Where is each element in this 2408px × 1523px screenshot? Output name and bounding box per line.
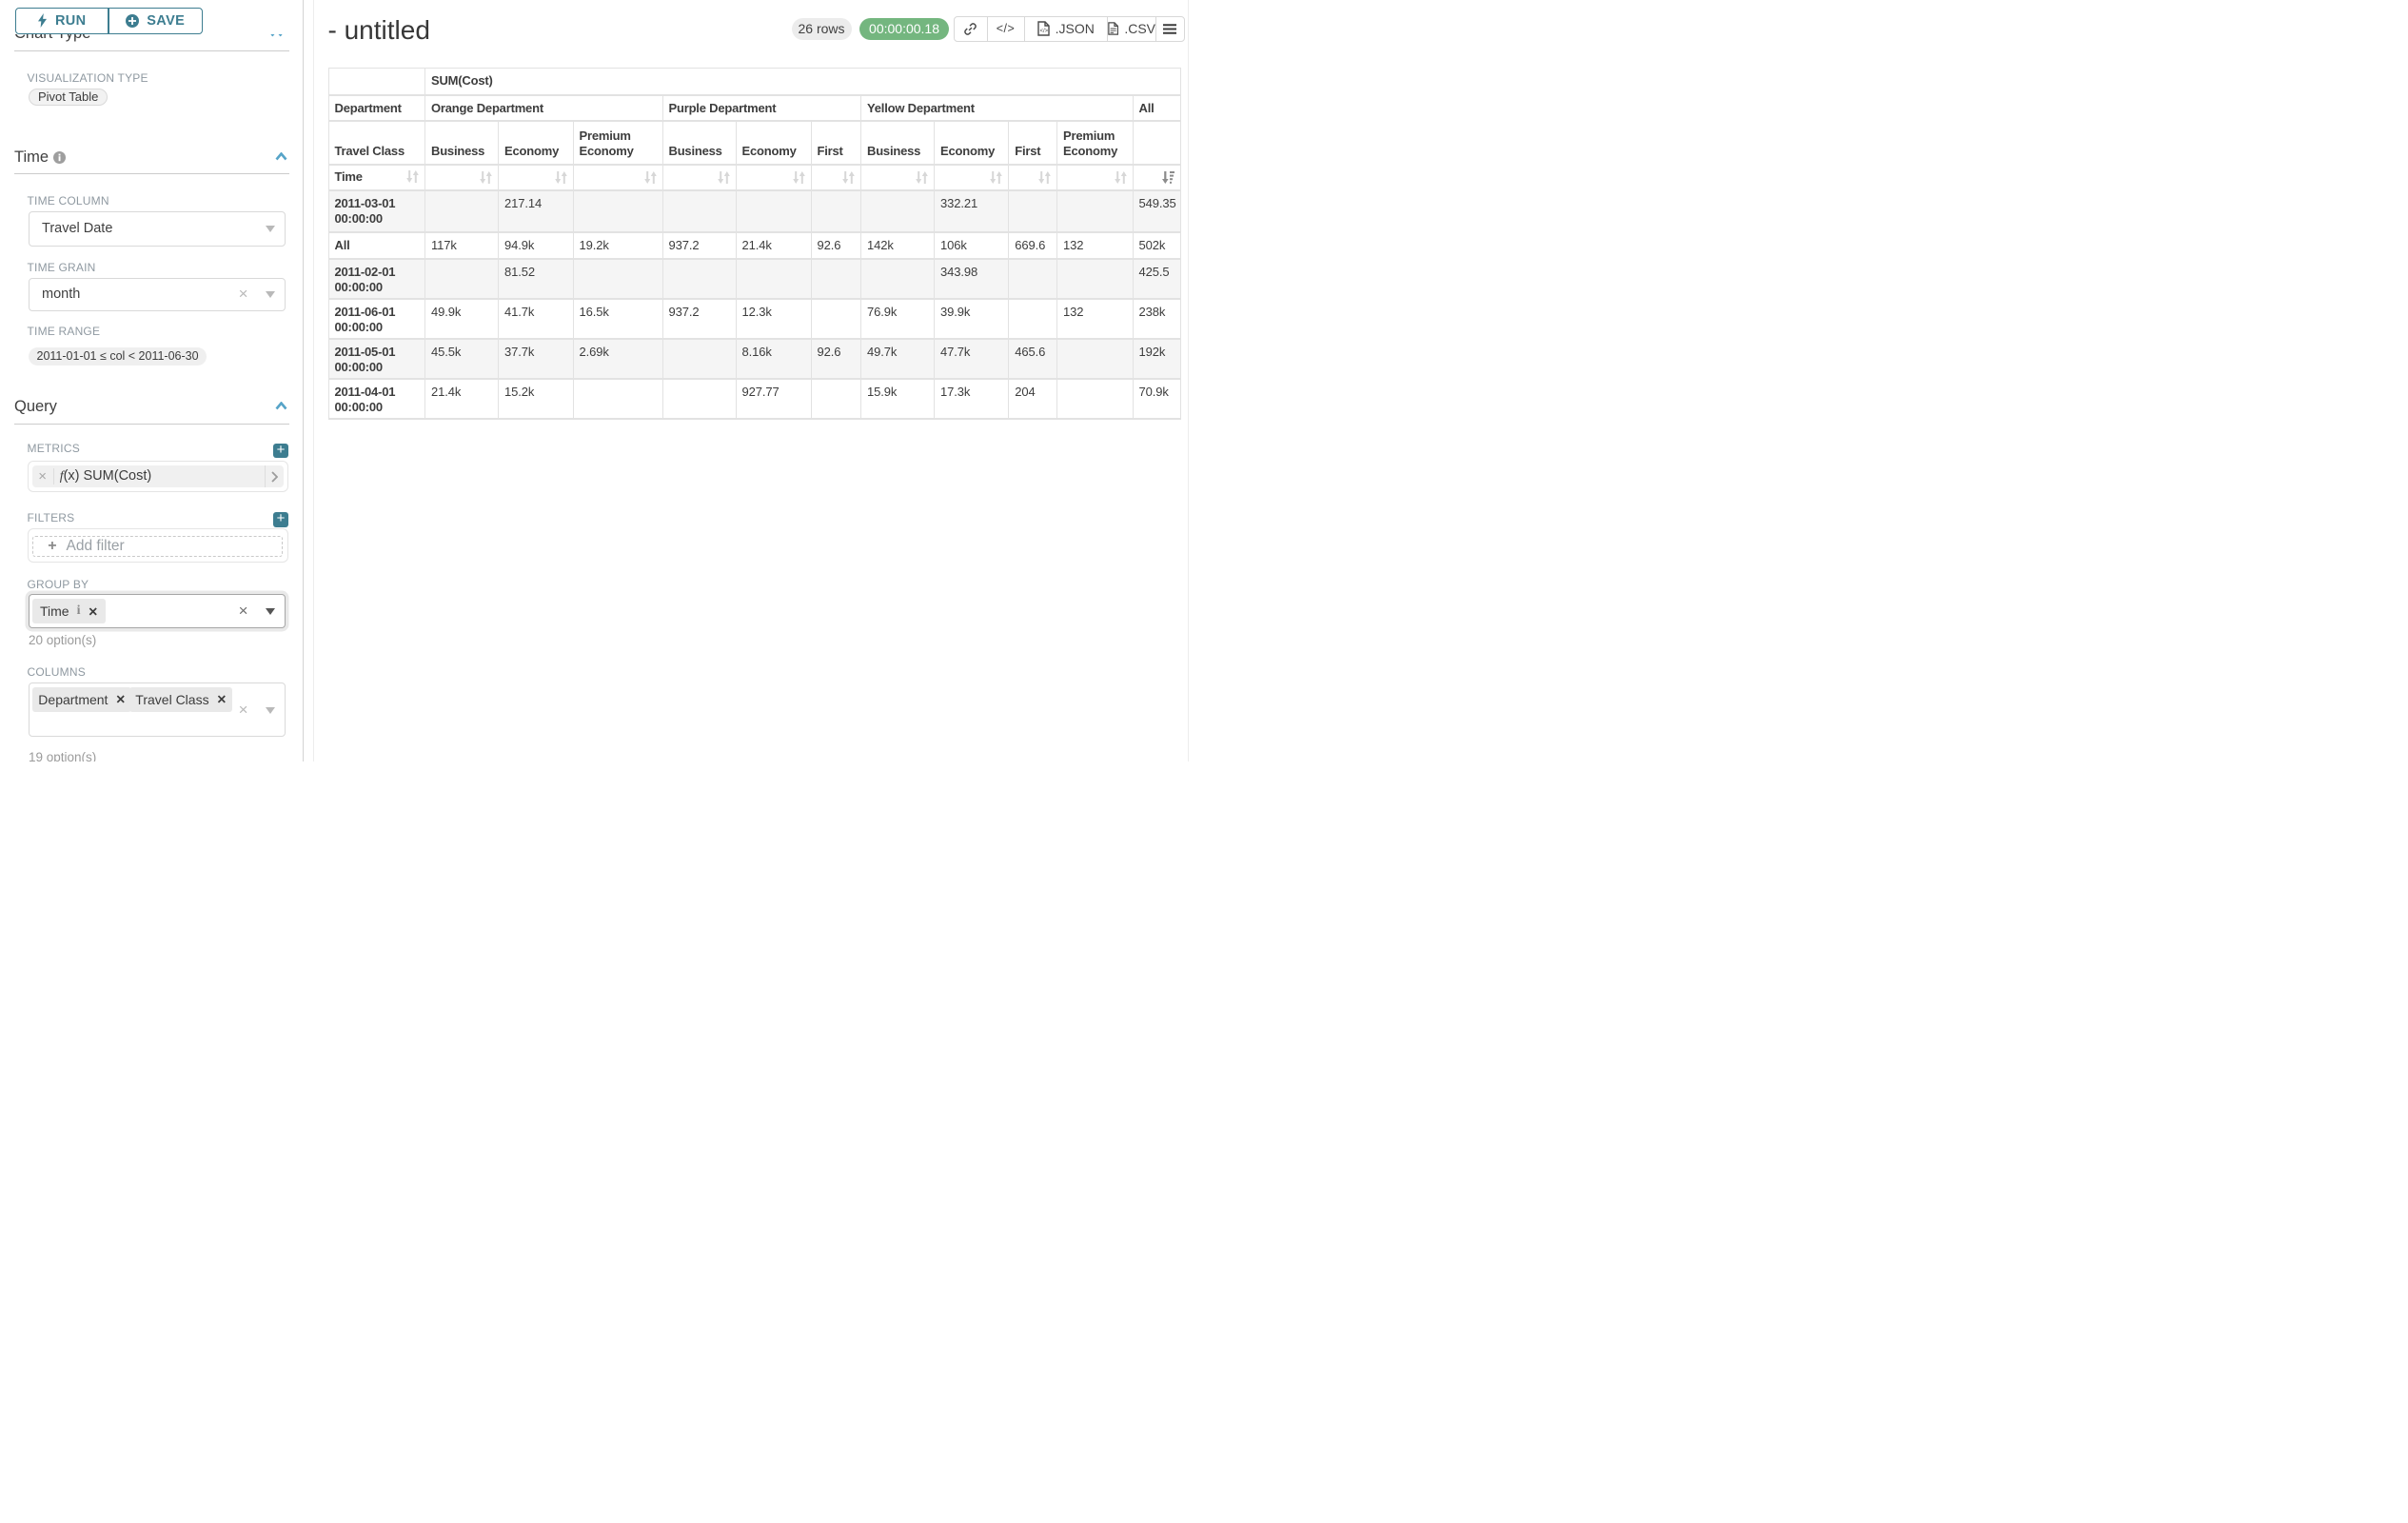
svg-text:</>: </> [1039,29,1048,34]
